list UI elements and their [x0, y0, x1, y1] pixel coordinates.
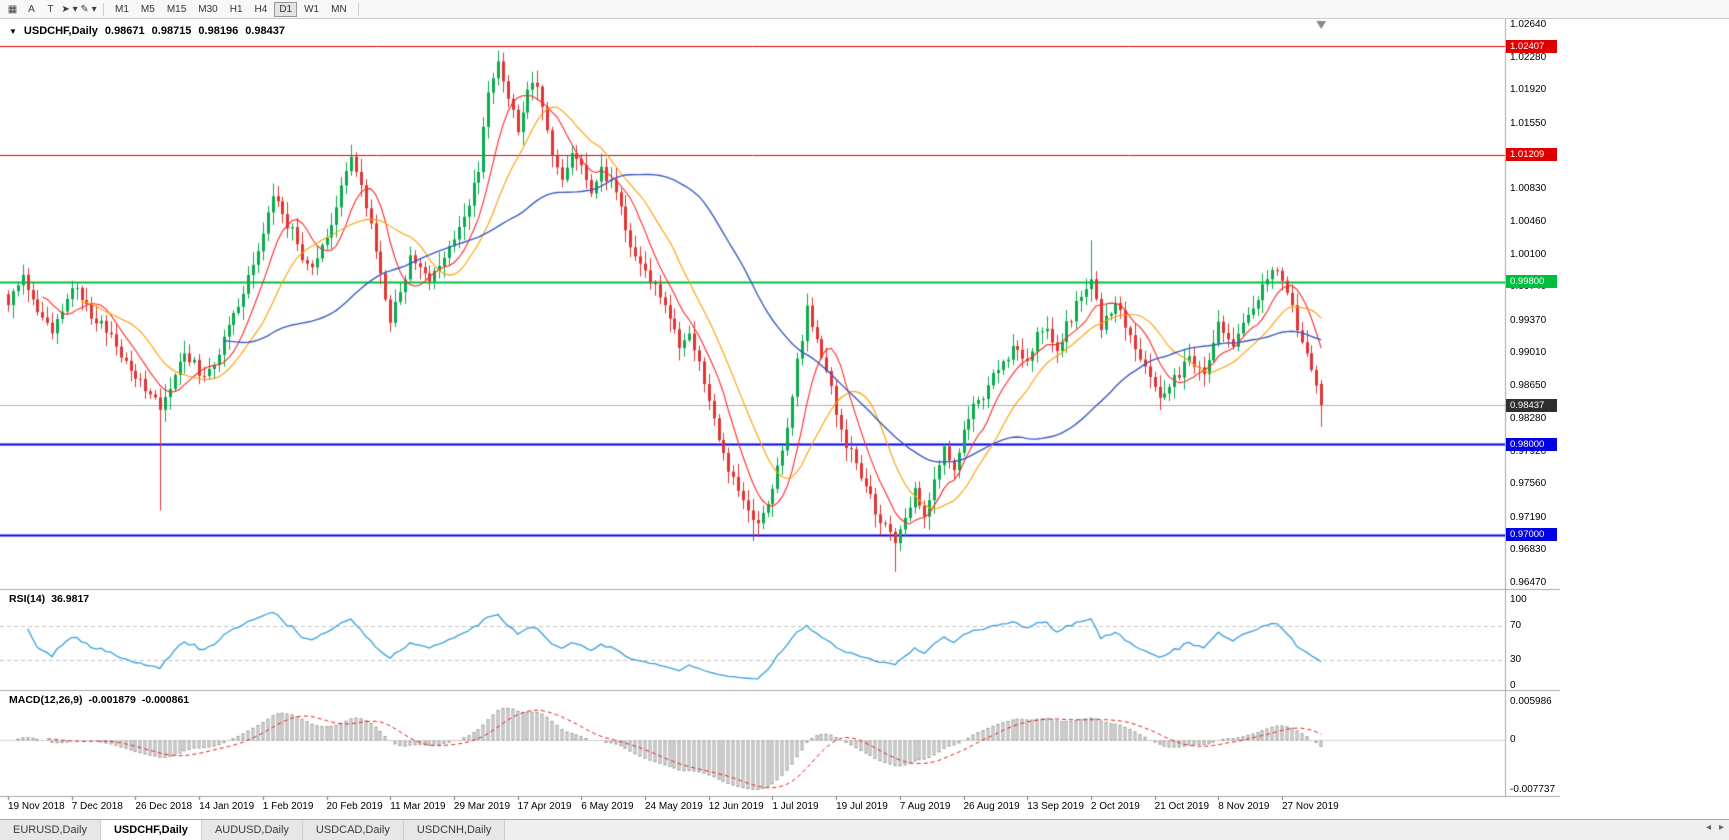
toolbar-separator — [357, 2, 359, 16]
timeframes-group: M1 M5 M15 M30 H1 H4 D1 W1 MN — [109, 1, 353, 17]
ohlc-low-value: 0.98196 — [198, 25, 239, 37]
timeframe-button-M15[interactable]: M15 — [166, 3, 187, 15]
symbol-tab-USDCHF[interactable]: USDCHF,Daily — [100, 820, 202, 840]
symbol-tab-EURUSD[interactable]: EURUSD,Daily — [0, 820, 101, 840]
tabs-scroll-right-icon[interactable]: ▸ — [1718, 822, 1724, 833]
draw-tool-dropdown[interactable]: ✎ ▾ — [80, 3, 97, 15]
toolbar-separator — [103, 2, 104, 16]
rsi-name: RSI(14) — [9, 593, 46, 605]
symbol-tab-bar: EURUSD,Daily USDCHF,Daily AUDUSD,Daily USDC… — [0, 819, 1729, 840]
ohlc-high-value: 0.98715 — [151, 25, 192, 37]
macd-main-value: -0.001879 — [88, 694, 136, 706]
symbol-tab-USDCAD[interactable]: USDCAD,Daily — [302, 820, 404, 840]
timeframe-button-W1[interactable]: W1 — [304, 3, 320, 15]
chart-grid-icon[interactable]: ▦ — [7, 3, 18, 15]
tab-scroll-buttons: ◂ ▸ — [1706, 822, 1724, 833]
symbol-tab-AUDUSD[interactable]: AUDUSD,Daily — [201, 820, 303, 840]
text-annotation-tool[interactable]: A — [28, 3, 35, 15]
ohlc-close-value: 0.98437 — [245, 25, 285, 37]
drawing-tools-group: ▦ A T ➤ ▾ ✎ ▾ — [3, 2, 98, 17]
ohlc-open-value: 0.98671 — [104, 25, 145, 37]
timeframe-button-D1[interactable]: D1 — [274, 1, 298, 17]
symbol-dropdown-icon[interactable]: ▼ — [9, 26, 17, 36]
rsi-indicator-label: RSI(14) 36.9817 — [9, 593, 89, 605]
tabs-scroll-left-icon[interactable]: ◂ — [1705, 822, 1711, 833]
text-label-tool[interactable]: T — [47, 3, 54, 15]
timeframe-button-H4[interactable]: H4 — [254, 3, 268, 15]
macd-name: MACD(12,26,9) — [9, 694, 83, 706]
macd-indicator-label: MACD(12,26,9) -0.001879 -0.000861 — [9, 694, 189, 706]
timeframe-button-M5[interactable]: M5 — [140, 3, 155, 15]
timeframe-button-M30[interactable]: M30 — [198, 3, 218, 15]
rsi-current-value: 36.9817 — [51, 593, 90, 605]
timeframe-button-H1[interactable]: H1 — [229, 3, 243, 15]
symbol-tab-USDCNH[interactable]: USDCNH,Daily — [403, 820, 506, 840]
cursor-tool-dropdown[interactable]: ➤ ▾ — [61, 3, 78, 15]
chart-ohlc-header: ▼ USDCHF,Daily 0.98671 0.98715 0.98196 0… — [9, 25, 285, 37]
symbol-tabs: EURUSD,Daily USDCHF,Daily AUDUSD,Daily USDC… — [0, 820, 506, 840]
timeframe-button-MN[interactable]: MN — [331, 3, 347, 15]
timeframe-button-M1[interactable]: M1 — [115, 3, 129, 15]
symbol-period-label: USDCHF,Daily — [23, 25, 98, 37]
macd-signal-value: -0.000861 — [141, 694, 190, 706]
top-toolbar: ▦ A T ➤ ▾ ✎ ▾ M1 M5 M15 M30 H1 H4 D1 W1 MN — [0, 0, 1729, 19]
